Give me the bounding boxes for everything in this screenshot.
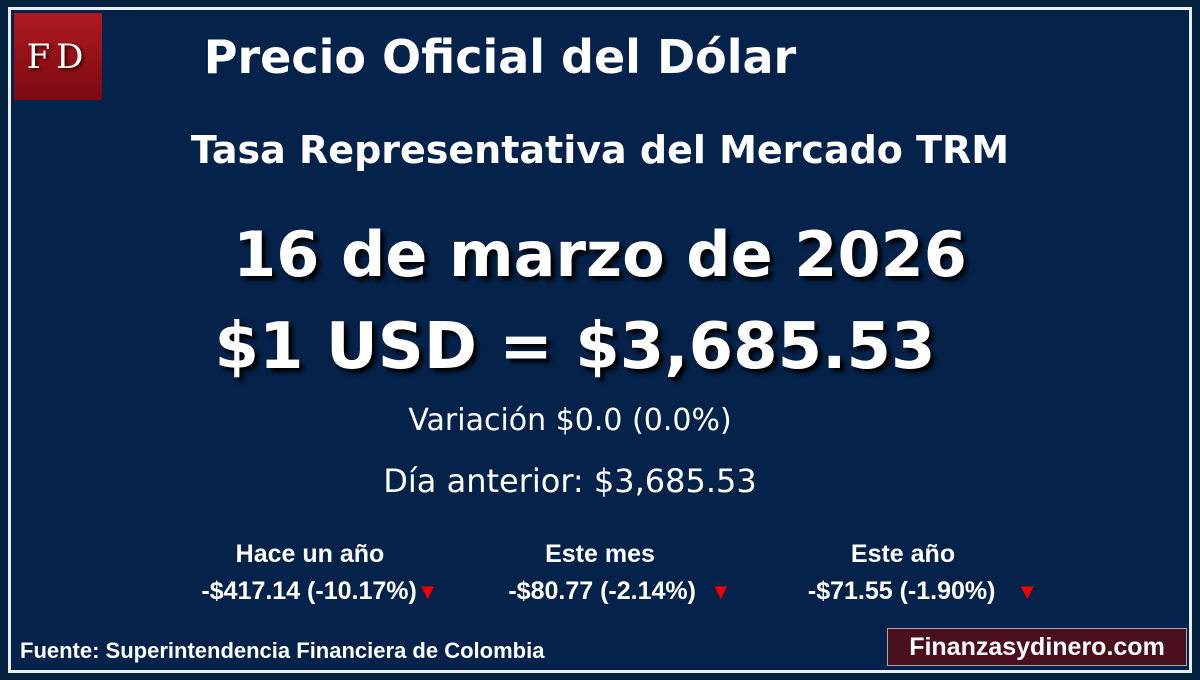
stat-this-month: Este mes -$80.77 (-2.14%) ▼ — [450, 540, 750, 606]
date: 16 de marzo de 2026 — [233, 218, 967, 291]
logo: FD — [14, 13, 102, 100]
frame — [8, 7, 1192, 673]
down-arrow-icon: ▼ — [416, 579, 439, 604]
previous-day: Día anterior: $3,685.53 — [383, 462, 757, 500]
down-arrow-icon: ▼ — [1016, 579, 1039, 604]
stat-label: Este año — [850, 540, 956, 568]
stat-value: -$417.14 (-10.17%) — [201, 577, 417, 605]
stat-label: Hace un año — [235, 540, 385, 568]
stat-this-year: Este año -$71.55 (-1.90%) ▼ — [753, 540, 1053, 606]
down-arrow-icon: ▼ — [709, 579, 732, 604]
price: $1 USD = $3,685.53 — [214, 310, 936, 384]
stat-value: -$80.77 (-2.14%) — [508, 577, 696, 605]
subtitle: Tasa Representativa del Mercado TRM — [190, 128, 1010, 172]
source: Fuente: Superintendencia Financiera de C… — [20, 638, 545, 663]
variation: Variación $0.0 (0.0%) — [408, 403, 732, 438]
stat-year-ago: Hace un año -$417.14 (-10.17%)▼ — [160, 540, 460, 606]
page-title: Precio Oficial del Dólar — [203, 30, 797, 84]
stat-value: -$71.55 (-1.90%) — [807, 577, 996, 605]
stat-label: Este mes — [545, 540, 655, 568]
site-link[interactable]: Finanzasydinero.com — [887, 628, 1187, 666]
